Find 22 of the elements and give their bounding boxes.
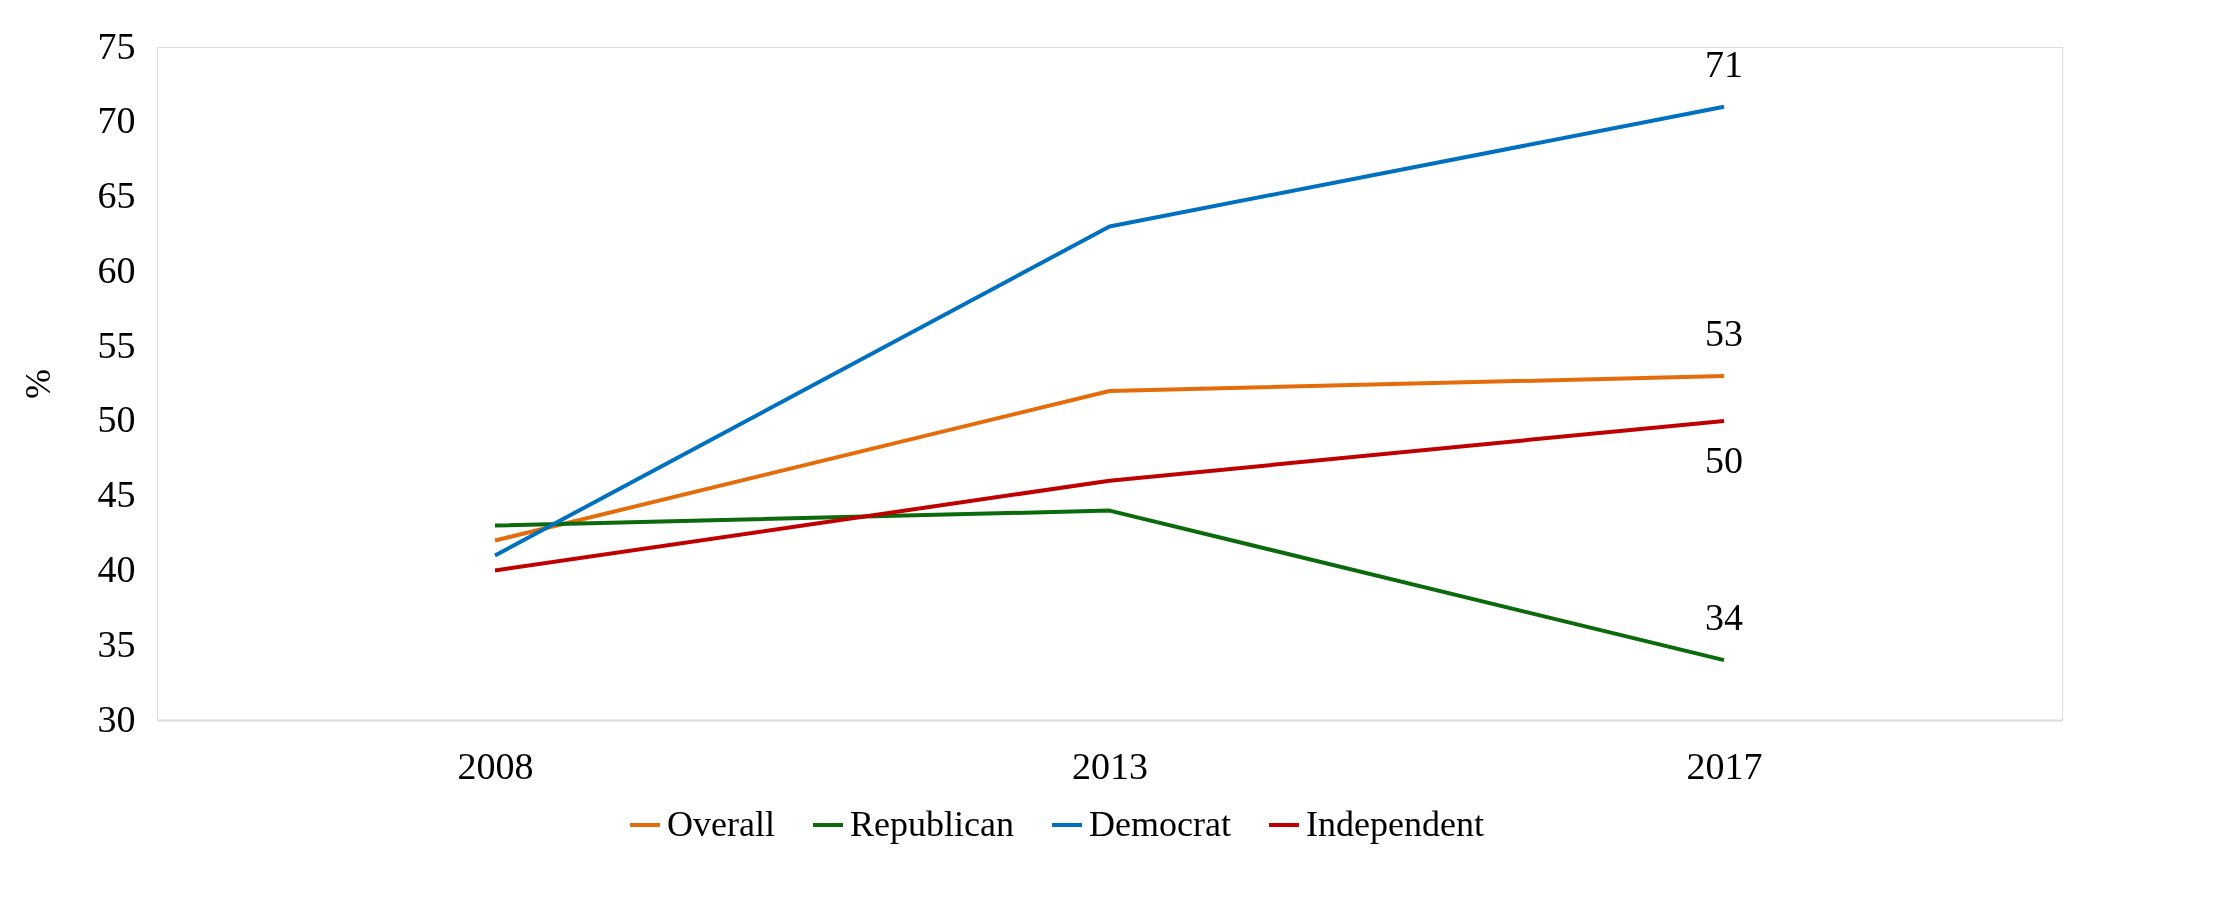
y-tick-label: 40	[97, 547, 136, 590]
data-label: 34	[1705, 596, 1744, 639]
y-tick-label: 65	[97, 174, 136, 217]
y-axis-title: %	[17, 369, 58, 399]
y-tick-label: 30	[97, 697, 136, 740]
legend-label: Overall	[667, 804, 775, 844]
data-label: 71	[1705, 42, 1744, 85]
y-tick-label: 70	[97, 99, 136, 142]
y-tick-label: 45	[97, 473, 136, 516]
y-tick-label: 50	[97, 398, 136, 441]
data-label: 53	[1705, 312, 1744, 355]
y-tick-label: 55	[97, 323, 136, 366]
legend-label: Democrat	[1089, 804, 1231, 844]
y-tick-label: 35	[97, 622, 136, 665]
legend-label: Independent	[1306, 804, 1484, 844]
x-tick-label: 2013	[1072, 744, 1148, 787]
y-tick-label: 75	[97, 24, 136, 67]
data-label: 50	[1705, 438, 1744, 481]
x-tick-label: 2017	[1686, 744, 1763, 787]
legend-label: Republican	[850, 804, 1014, 844]
x-tick-label: 2008	[457, 744, 534, 787]
y-tick-label: 60	[97, 248, 136, 291]
